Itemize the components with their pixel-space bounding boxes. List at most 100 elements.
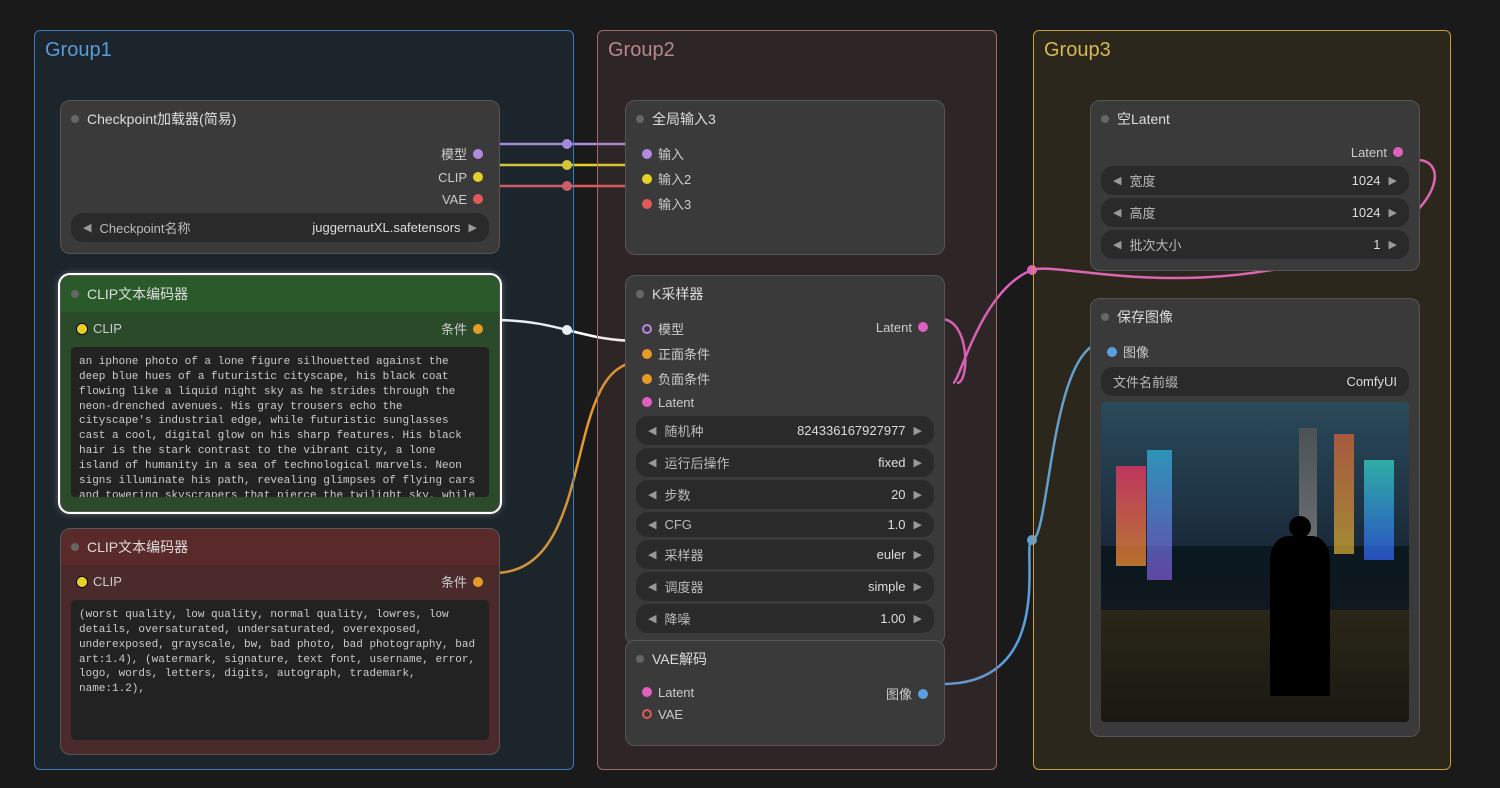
next-arrow-icon[interactable]: ▶: [1389, 174, 1397, 187]
collapse-dot-icon[interactable]: [636, 290, 644, 298]
port-dot-icon[interactable]: [642, 397, 652, 407]
node-save-image[interactable]: 保存图像 图像 文件名前缀 ComfyUI: [1090, 298, 1420, 737]
output-image[interactable]: 图像: [876, 681, 944, 706]
next-arrow-icon[interactable]: ▶: [914, 518, 922, 531]
port-dot-icon[interactable]: [1393, 147, 1403, 157]
node-header[interactable]: CLIP文本编码器: [61, 276, 499, 312]
collapse-dot-icon[interactable]: [71, 290, 79, 298]
collapse-dot-icon[interactable]: [1101, 313, 1109, 321]
prev-arrow-icon[interactable]: ◀: [648, 612, 656, 625]
field-2[interactable]: ◀批次大小1▶: [1101, 230, 1409, 259]
prev-arrow-icon[interactable]: ◀: [648, 580, 656, 593]
collapse-dot-icon[interactable]: [71, 543, 79, 551]
port-dot-icon[interactable]: [642, 349, 652, 359]
next-arrow-icon[interactable]: ▶: [914, 424, 922, 437]
prev-arrow-icon[interactable]: ◀: [648, 488, 656, 501]
output-conditioning[interactable]: 条件: [431, 316, 499, 341]
node-empty-latent[interactable]: 空Latent Latent ◀宽度1024▶ ◀高度1024▶ ◀批次大小1▶: [1090, 100, 1420, 271]
field-1[interactable]: ◀运行后操作fixed▶: [636, 448, 934, 477]
node-global-input[interactable]: 全局输入3 输入 输入2 输入3: [625, 100, 945, 255]
node-header[interactable]: K采样器: [626, 276, 944, 312]
port-dot-icon[interactable]: [473, 194, 483, 204]
port-dot-icon[interactable]: [642, 199, 652, 209]
output-conditioning[interactable]: 条件: [431, 569, 499, 594]
collapse-dot-icon[interactable]: [71, 115, 79, 123]
output-latent[interactable]: Latent: [1091, 141, 1419, 163]
port-dot-icon[interactable]: [473, 577, 483, 587]
input-latent[interactable]: Latent: [626, 391, 866, 413]
node-header[interactable]: 空Latent: [1091, 101, 1419, 137]
field-0[interactable]: ◀宽度1024▶: [1101, 166, 1409, 195]
next-arrow-icon[interactable]: ▶: [914, 488, 922, 501]
field-filename-prefix[interactable]: 文件名前缀 ComfyUI: [1101, 367, 1409, 396]
prev-arrow-icon[interactable]: ◀: [1113, 238, 1121, 251]
input-positive[interactable]: 正面条件: [626, 341, 866, 366]
field-ckpt-name[interactable]: ◀ Checkpoint名称 juggernautXL.safetensors …: [71, 213, 489, 242]
node-header[interactable]: VAE解码: [626, 641, 944, 677]
prev-arrow-icon[interactable]: ◀: [1113, 174, 1121, 187]
prev-arrow-icon[interactable]: ◀: [648, 424, 656, 437]
input-negative[interactable]: 负面条件: [626, 366, 866, 391]
collapse-dot-icon[interactable]: [1101, 115, 1109, 123]
output-model[interactable]: 模型: [61, 141, 499, 166]
next-arrow-icon[interactable]: ▶: [914, 612, 922, 625]
port-dot-icon[interactable]: [642, 174, 652, 184]
input-2[interactable]: 输入2: [626, 166, 944, 191]
output-clip[interactable]: CLIP: [61, 166, 499, 188]
field-1[interactable]: ◀高度1024▶: [1101, 198, 1409, 227]
prompt-textarea[interactable]: an iphone photo of a lone figure silhoue…: [71, 347, 489, 497]
input-image[interactable]: 图像: [1091, 339, 1419, 364]
port-dot-icon[interactable]: [918, 689, 928, 699]
field-5[interactable]: ◀调度器simple▶: [636, 572, 934, 601]
prev-arrow-icon[interactable]: ◀: [83, 221, 91, 234]
node-ksampler[interactable]: K采样器 模型 正面条件 负面条件 Latent Latent ◀随机种8243…: [625, 275, 945, 645]
prev-arrow-icon[interactable]: ◀: [648, 518, 656, 531]
next-arrow-icon[interactable]: ▶: [1389, 238, 1397, 251]
next-arrow-icon[interactable]: ▶: [914, 580, 922, 593]
output-vae[interactable]: VAE: [61, 188, 499, 210]
prev-arrow-icon[interactable]: ◀: [1113, 206, 1121, 219]
output-latent[interactable]: Latent: [866, 316, 944, 338]
node-header[interactable]: Checkpoint加载器(简易): [61, 101, 499, 137]
node-header[interactable]: 保存图像: [1091, 299, 1419, 335]
input-vae[interactable]: VAE: [626, 703, 876, 725]
node-clip-text-encode-negative[interactable]: CLIP文本编码器 CLIP 条件 (worst quality, low qu…: [60, 528, 500, 755]
node-header[interactable]: 全局输入3: [626, 101, 944, 137]
port-dot-icon[interactable]: [77, 324, 87, 334]
node-clip-text-encode-positive[interactable]: CLIP文本编码器 CLIP 条件 an iphone photo of a l…: [60, 275, 500, 512]
collapse-dot-icon[interactable]: [636, 655, 644, 663]
field-3[interactable]: ◀CFG1.0▶: [636, 512, 934, 537]
prev-arrow-icon[interactable]: ◀: [648, 456, 656, 469]
field-6[interactable]: ◀降噪1.00▶: [636, 604, 934, 633]
next-arrow-icon[interactable]: ▶: [469, 221, 477, 234]
output-image-preview[interactable]: [1101, 402, 1409, 722]
node-vae-decode[interactable]: VAE解码 Latent VAE 图像: [625, 640, 945, 746]
next-arrow-icon[interactable]: ▶: [914, 456, 922, 469]
port-dot-icon[interactable]: [918, 322, 928, 332]
port-dot-icon[interactable]: [642, 374, 652, 384]
next-arrow-icon[interactable]: ▶: [1389, 206, 1397, 219]
node-checkpoint-loader[interactable]: Checkpoint加载器(简易) 模型 CLIP VAE ◀ Checkpoi…: [60, 100, 500, 254]
prev-arrow-icon[interactable]: ◀: [648, 548, 656, 561]
port-dot-icon[interactable]: [473, 172, 483, 182]
port-dot-icon[interactable]: [642, 149, 652, 159]
field-2[interactable]: ◀步数20▶: [636, 480, 934, 509]
node-header[interactable]: CLIP文本编码器: [61, 529, 499, 565]
port-dot-icon[interactable]: [473, 149, 483, 159]
next-arrow-icon[interactable]: ▶: [914, 548, 922, 561]
port-dot-icon[interactable]: [642, 709, 652, 719]
input-1[interactable]: 输入: [626, 141, 944, 166]
port-dot-icon[interactable]: [642, 324, 652, 334]
input-clip[interactable]: CLIP: [61, 316, 132, 341]
field-4[interactable]: ◀采样器euler▶: [636, 540, 934, 569]
port-dot-icon[interactable]: [1107, 347, 1117, 357]
input-latent[interactable]: Latent: [626, 681, 876, 703]
port-dot-icon[interactable]: [473, 324, 483, 334]
port-dot-icon[interactable]: [77, 577, 87, 587]
input-model[interactable]: 模型: [626, 316, 866, 341]
port-dot-icon[interactable]: [642, 687, 652, 697]
input-clip[interactable]: CLIP: [61, 569, 132, 594]
field-0[interactable]: ◀随机种824336167927977▶: [636, 416, 934, 445]
collapse-dot-icon[interactable]: [636, 115, 644, 123]
input-3[interactable]: 输入3: [626, 191, 944, 216]
